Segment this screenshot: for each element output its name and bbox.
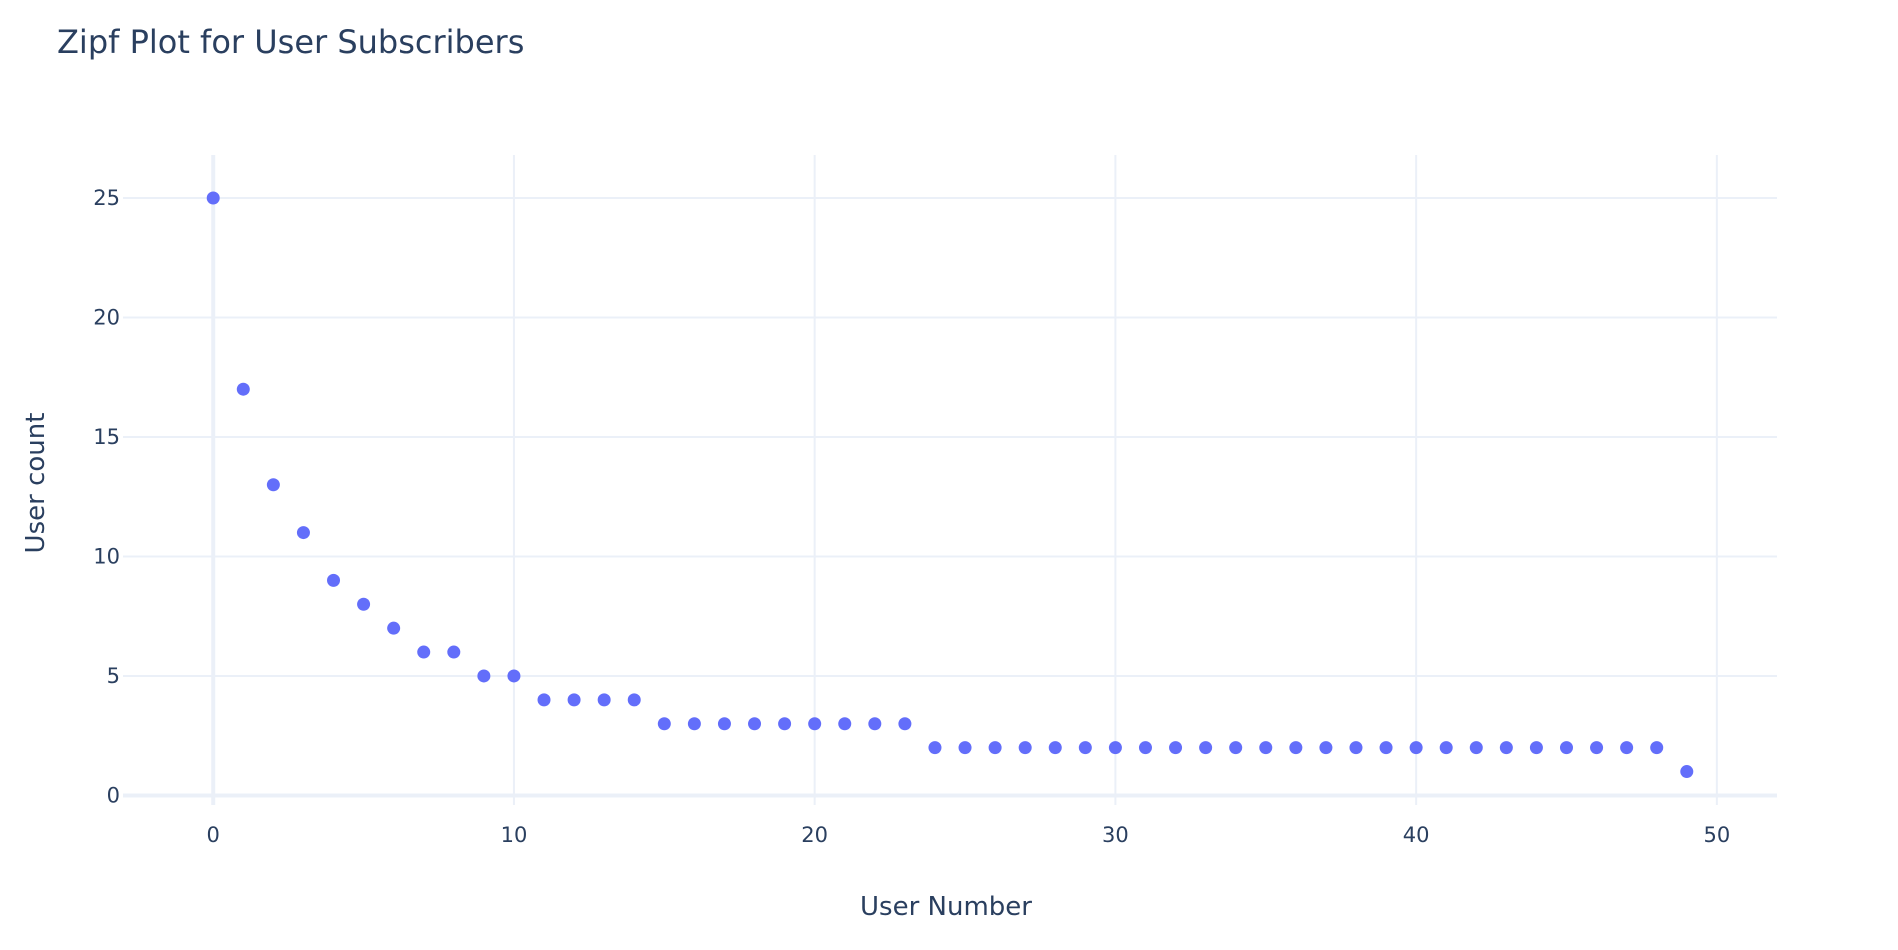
data-point — [1229, 741, 1243, 755]
data-point — [838, 717, 852, 731]
y-tick-label: 0 — [107, 783, 120, 807]
data-point — [1439, 741, 1453, 755]
data-point — [657, 717, 671, 731]
y-tick-label: 10 — [93, 544, 120, 568]
data-points — [206, 191, 1694, 779]
x-tick-label: 20 — [801, 823, 828, 847]
data-point — [266, 478, 280, 492]
x-tick-label: 50 — [1703, 823, 1730, 847]
data-point — [447, 645, 461, 659]
x-tick-label: 10 — [501, 823, 528, 847]
data-point — [236, 382, 250, 396]
data-point — [1529, 741, 1543, 755]
data-point — [206, 191, 220, 205]
data-point — [1048, 741, 1062, 755]
data-point — [1349, 741, 1363, 755]
data-point — [417, 645, 431, 659]
y-axis-title: User count — [21, 413, 51, 554]
data-point — [627, 693, 641, 707]
data-point — [1559, 741, 1573, 755]
x-tick-label: 40 — [1403, 823, 1430, 847]
data-point — [808, 717, 822, 731]
data-point — [1138, 741, 1152, 755]
data-point — [988, 741, 1002, 755]
data-point — [717, 717, 731, 731]
data-point — [597, 693, 611, 707]
data-point — [1319, 741, 1333, 755]
data-point — [1108, 741, 1122, 755]
data-point — [1409, 741, 1423, 755]
chart-title: Zipf Plot for User Subscribers — [57, 23, 524, 61]
data-point — [1620, 741, 1634, 755]
data-point — [1680, 765, 1694, 779]
data-point — [387, 621, 401, 635]
tick-labels: 0 10 20 30 40 50 0 5 10 15 20 25 — [93, 186, 1730, 847]
data-point — [1379, 741, 1393, 755]
data-point — [898, 717, 912, 731]
y-tick-label: 25 — [93, 186, 120, 210]
data-point — [1078, 741, 1092, 755]
grid-lines — [123, 155, 1777, 805]
data-point — [327, 573, 341, 587]
y-tick-label: 5 — [107, 664, 120, 688]
data-point — [868, 717, 882, 731]
y-tick-label: 20 — [93, 306, 120, 330]
data-point — [1018, 741, 1032, 755]
data-point — [778, 717, 792, 731]
data-point — [477, 669, 491, 683]
data-point — [1499, 741, 1513, 755]
data-point — [537, 693, 551, 707]
y-tick-label: 15 — [93, 425, 120, 449]
data-point — [687, 717, 701, 731]
x-tick-label: 30 — [1102, 823, 1129, 847]
data-point — [567, 693, 581, 707]
data-point — [748, 717, 762, 731]
data-point — [1169, 741, 1183, 755]
x-axis-title: User Number — [860, 892, 1032, 922]
data-point — [1469, 741, 1483, 755]
data-point — [1650, 741, 1664, 755]
data-point — [357, 597, 371, 611]
data-point — [1259, 741, 1273, 755]
data-point — [296, 526, 310, 540]
data-point — [958, 741, 972, 755]
x-tick-label: 0 — [207, 823, 220, 847]
data-point — [928, 741, 942, 755]
data-point — [507, 669, 521, 683]
data-point — [1590, 741, 1604, 755]
data-point — [1289, 741, 1303, 755]
data-point — [1199, 741, 1213, 755]
